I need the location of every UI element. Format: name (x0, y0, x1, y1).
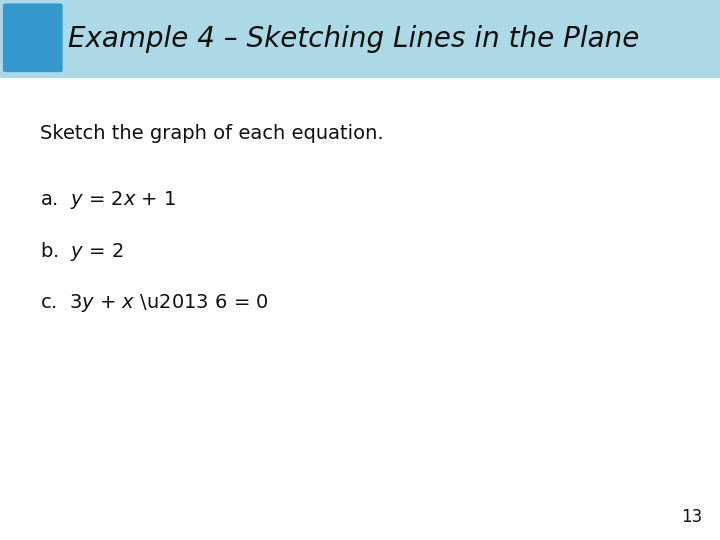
Text: b.  $y$ = 2: b. $y$ = 2 (40, 240, 123, 264)
Text: Sketch the graph of each equation.: Sketch the graph of each equation. (40, 124, 383, 143)
Text: 13: 13 (680, 509, 702, 526)
Text: a.  $y$ = 2$x$ + 1: a. $y$ = 2$x$ + 1 (40, 189, 176, 211)
Text: c.  3$y$ + $x$ \u2013 6 = 0: c. 3$y$ + $x$ \u2013 6 = 0 (40, 292, 269, 314)
FancyBboxPatch shape (0, 0, 720, 78)
FancyBboxPatch shape (2, 3, 63, 73)
Text: Example 4 – Sketching Lines in the Plane: Example 4 – Sketching Lines in the Plane (68, 25, 640, 53)
